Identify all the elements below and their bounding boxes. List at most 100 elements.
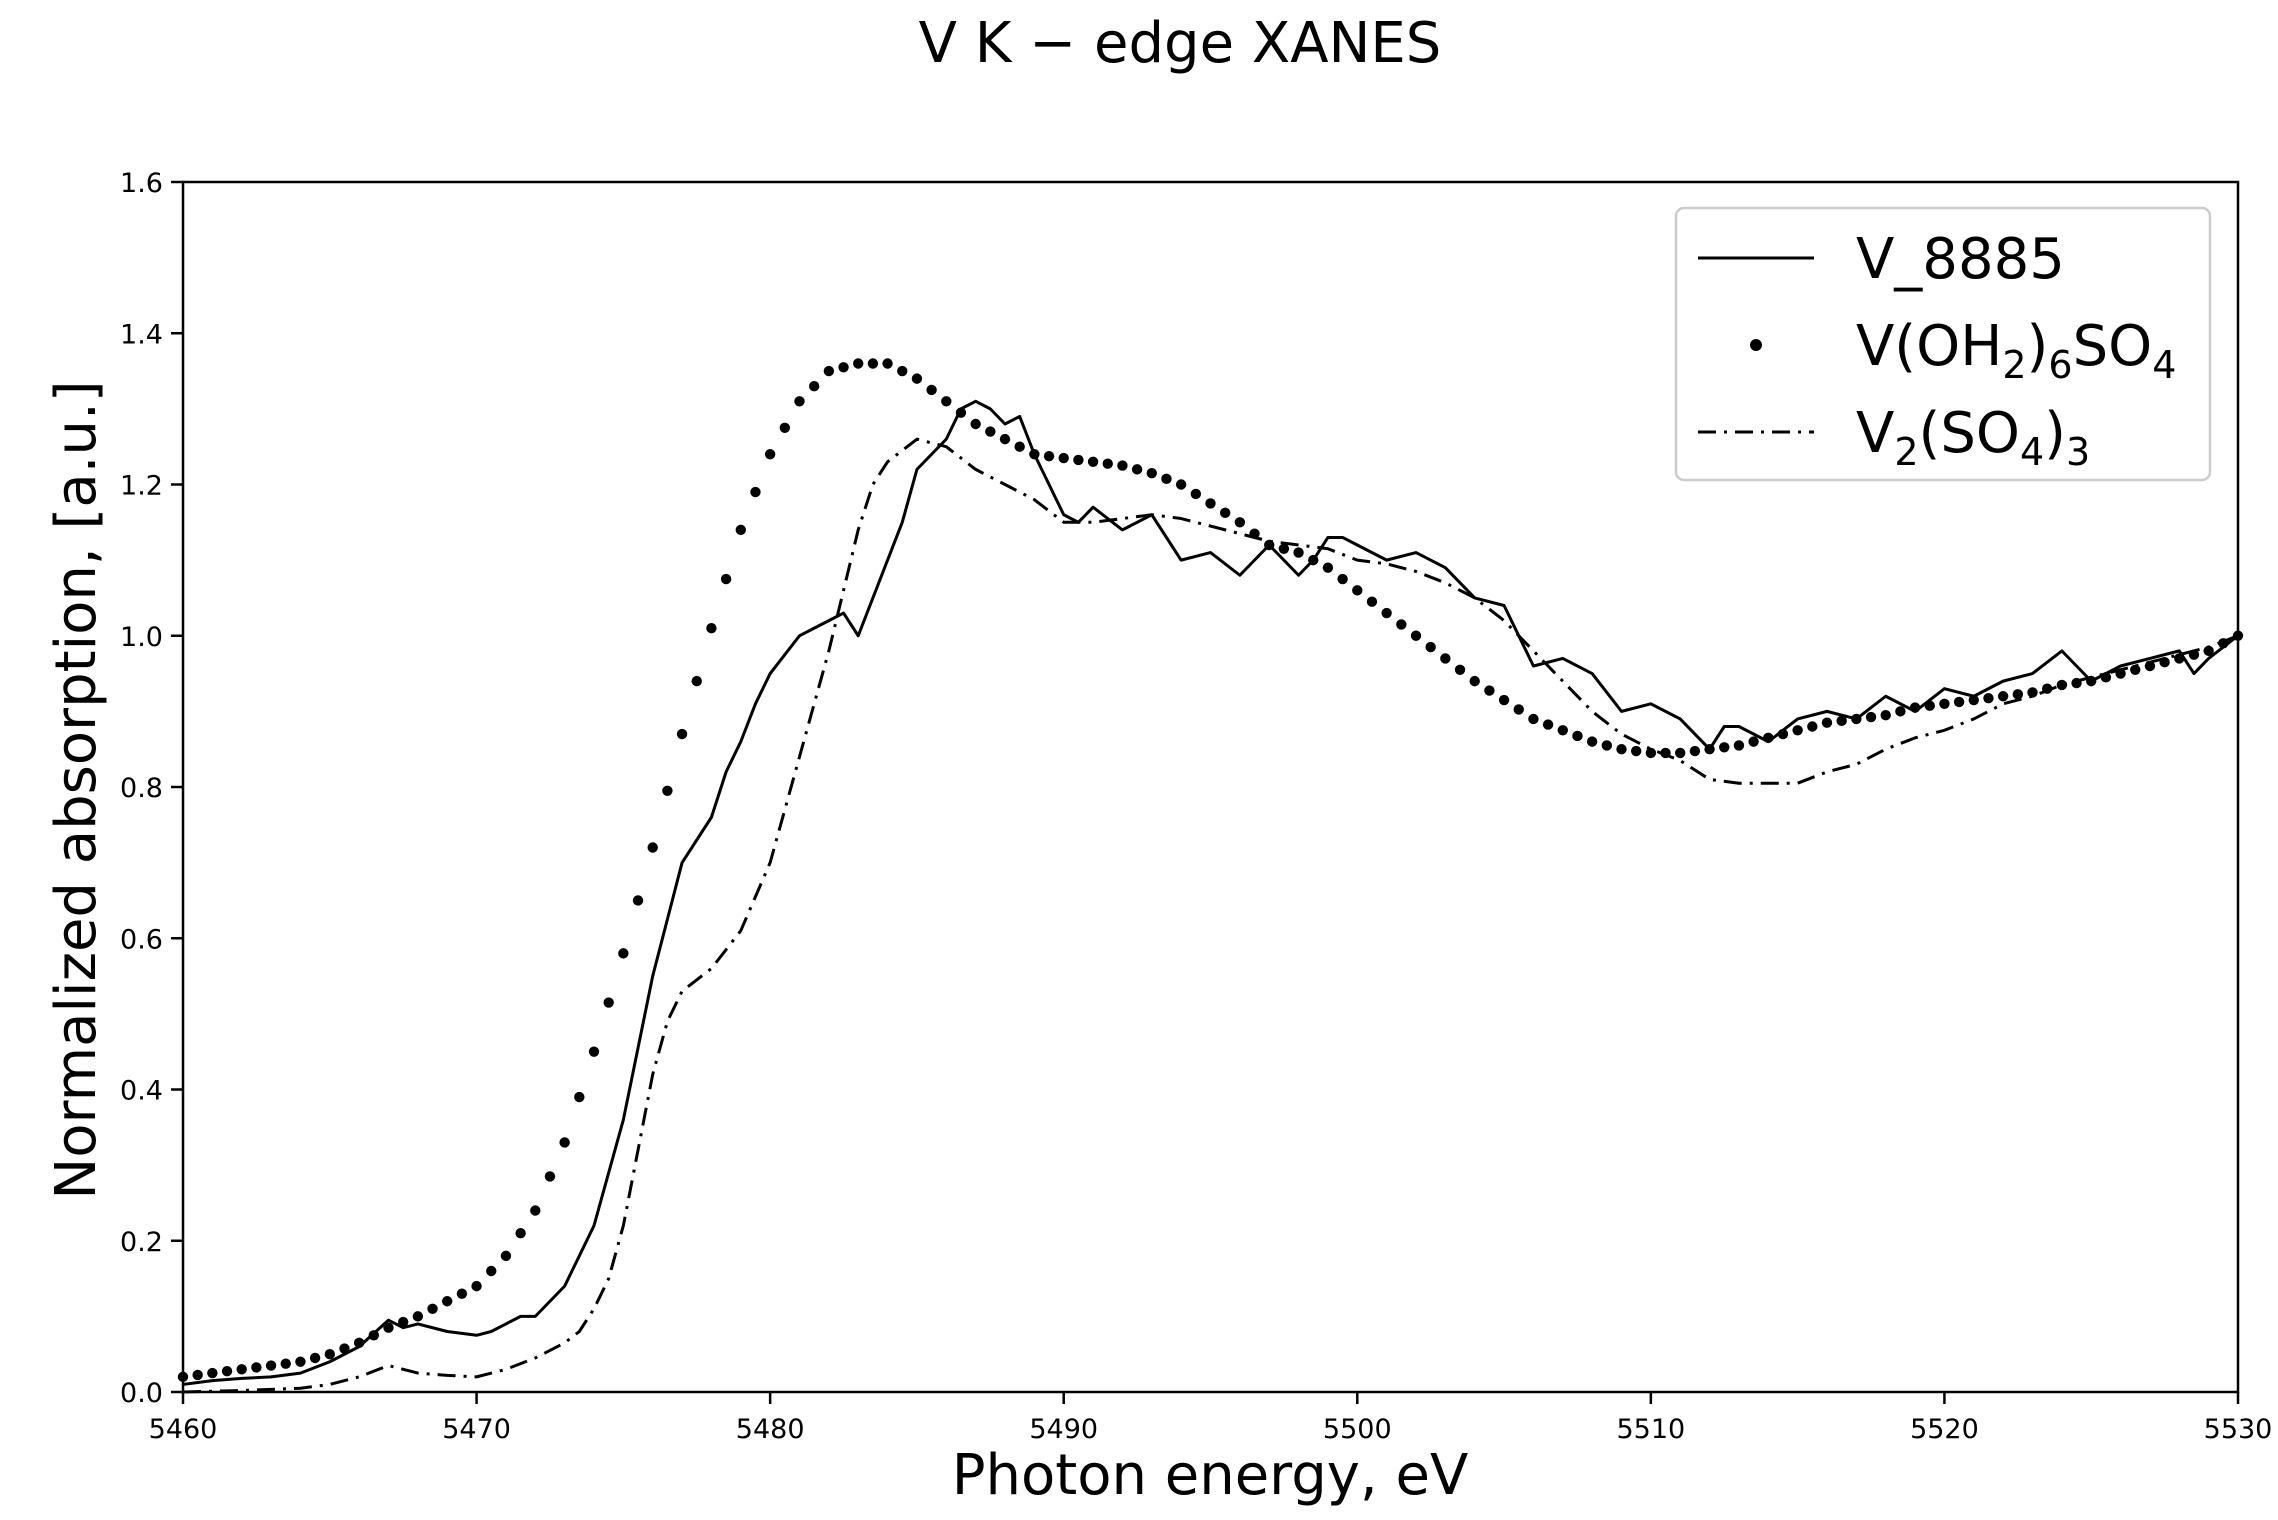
series-point — [779, 422, 791, 433]
legend-label: V_8885 — [1856, 227, 2065, 292]
series-point — [1763, 732, 1774, 744]
series-point — [603, 997, 614, 1008]
x-tick-label: 5510 — [1616, 1414, 1685, 1445]
y-tick-label: 0.0 — [120, 1378, 163, 1409]
series-point — [1851, 713, 1862, 725]
series-point — [544, 1171, 556, 1182]
x-tick-label: 5460 — [149, 1414, 218, 1445]
series-point — [383, 1322, 394, 1333]
series-point — [1190, 488, 1202, 500]
series-point — [750, 486, 761, 498]
series-point — [486, 1265, 497, 1277]
x-axis-label: Photon energy, eV — [952, 1443, 1469, 1508]
y-tick-label: 1.6 — [120, 168, 163, 199]
series-point — [1719, 742, 1730, 753]
series-point — [1630, 745, 1642, 757]
series-point — [324, 1348, 335, 1360]
series-point — [1689, 745, 1701, 757]
series-point — [2056, 679, 2068, 691]
y-tick-label: 1.0 — [120, 622, 163, 653]
series-point — [1645, 747, 1657, 759]
series-point — [427, 1303, 438, 1315]
series-point — [1557, 725, 1568, 736]
series-point — [1616, 743, 1627, 755]
series-point — [1748, 736, 1759, 747]
series-point — [397, 1316, 409, 1328]
series-point — [897, 365, 908, 377]
series-point — [236, 1364, 247, 1375]
series-point — [1337, 573, 1348, 585]
series-point — [1513, 704, 1524, 715]
series-line — [182, 437, 2239, 1394]
axes-layer: 5460 5470 5480 5490 5500 5510 5520 5530 0.0 0.2 0.… — [120, 168, 2272, 1445]
series-point — [794, 396, 805, 407]
series-point — [735, 524, 746, 536]
series-point — [309, 1352, 321, 1364]
x-tick-label: 5490 — [1029, 1414, 1098, 1445]
series-point — [1131, 464, 1143, 475]
series-point — [985, 426, 996, 437]
series-point — [412, 1311, 424, 1322]
series-point — [720, 573, 732, 585]
series-point — [1146, 467, 1157, 479]
series-point — [1014, 441, 1025, 452]
series-point — [1586, 736, 1598, 747]
series-point — [1117, 460, 1128, 471]
series-point — [500, 1250, 512, 1262]
series-point — [339, 1343, 350, 1354]
x-tick-label: 5520 — [1910, 1414, 1979, 1445]
series-point — [926, 384, 937, 396]
series-point — [1161, 473, 1172, 485]
legend-entry: V2(SO4)3 — [1698, 401, 2090, 474]
series-point — [1924, 700, 1935, 711]
series-point — [1440, 653, 1451, 664]
legend-entry: V_8885 — [1698, 227, 2065, 292]
series-point — [1219, 507, 1231, 519]
series-point — [1381, 607, 1392, 619]
series-point — [1997, 691, 2009, 702]
series-layer — [177, 358, 2244, 1394]
series-line — [182, 399, 2239, 1386]
series-point — [265, 1360, 277, 1371]
series-point — [221, 1366, 233, 1377]
series-point — [1953, 696, 1965, 708]
series-point — [1175, 479, 1187, 490]
series-point — [1704, 743, 1715, 755]
series-point — [764, 449, 776, 460]
series-dotted — [177, 358, 2244, 1383]
y-tick-label: 1.2 — [120, 471, 163, 502]
series-point — [808, 380, 820, 392]
y-axis-label: Normalized absorption, [a.u.] — [44, 380, 109, 1199]
series-point — [1601, 740, 1613, 751]
series-point — [1865, 711, 1877, 723]
series-point — [353, 1337, 365, 1349]
legend-label: V(OH2)6SO4 — [1856, 314, 2176, 387]
series-point — [941, 396, 952, 407]
series-point — [1528, 713, 1539, 725]
series-point — [1396, 619, 1407, 630]
series-point — [456, 1288, 468, 1299]
series-point — [559, 1137, 570, 1148]
series-point — [1029, 449, 1040, 460]
series-point — [530, 1205, 541, 1216]
series-point — [1264, 539, 1275, 551]
series-point — [1880, 709, 1891, 721]
series-point — [867, 358, 879, 369]
legend-label: V2(SO4)3 — [1856, 401, 2090, 474]
chart-title: V K − edge XANES — [919, 11, 1442, 76]
series-point — [280, 1358, 291, 1369]
series-point — [368, 1330, 380, 1341]
series-point — [1968, 694, 1979, 706]
series-point — [1308, 554, 1319, 566]
series-point — [662, 785, 673, 796]
series-point — [442, 1296, 453, 1307]
series-point — [2174, 653, 2185, 664]
series-point — [1043, 450, 1055, 462]
series-point — [618, 948, 629, 959]
series-point — [1469, 675, 1480, 687]
series-point — [1792, 725, 1803, 736]
series-point — [207, 1367, 218, 1379]
series-point — [2027, 687, 2038, 698]
series-point — [574, 1091, 585, 1103]
